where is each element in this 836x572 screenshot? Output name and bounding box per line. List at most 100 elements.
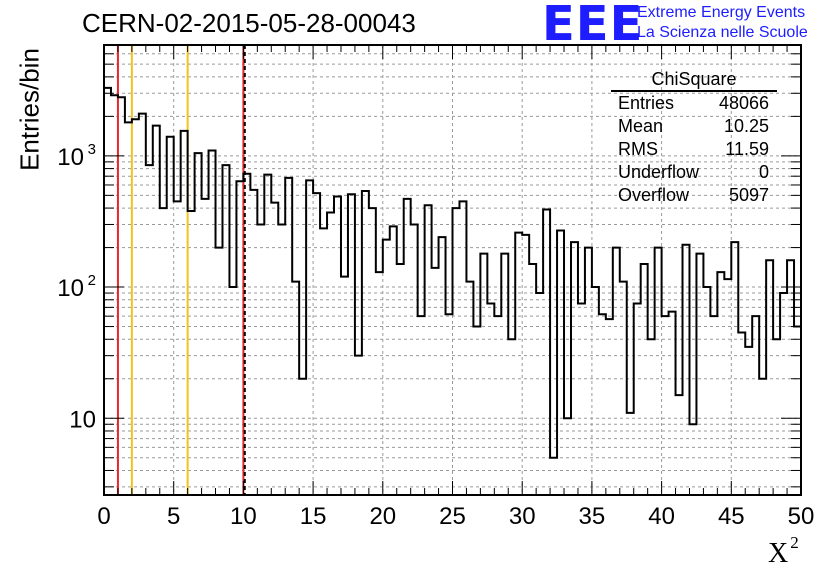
stats-row-overflow: Overflow 5097	[611, 184, 777, 207]
histogram-bin	[243, 174, 250, 495]
histogram-bin	[501, 254, 508, 495]
histogram-bin	[794, 327, 801, 495]
histogram-bin	[278, 224, 285, 495]
stats-value: 5097	[728, 185, 769, 205]
x-tick-label: 5	[167, 503, 180, 530]
histogram-bin	[132, 119, 139, 495]
histogram-bin	[724, 279, 731, 495]
histogram-bin	[167, 137, 174, 495]
histogram-bin	[292, 282, 299, 495]
histogram-bin	[306, 180, 313, 495]
x-axis-label-text: X	[768, 538, 789, 569]
histogram-bin	[216, 248, 223, 495]
histogram-bin	[752, 316, 759, 495]
histogram-bin	[717, 272, 724, 495]
histogram-bin	[425, 205, 432, 495]
x-tick-label: 0	[97, 503, 110, 530]
histogram-bin	[118, 97, 125, 495]
y-tick-label-exponent: 3	[88, 141, 96, 158]
histogram-bin	[689, 424, 696, 495]
histogram-bin	[578, 303, 585, 495]
grid-layer	[104, 44, 801, 495]
histogram-bin	[202, 199, 209, 495]
stats-value: 10.25	[723, 116, 769, 136]
histogram-bin	[209, 150, 216, 495]
stats-row-rms: RMS 11.59	[611, 138, 777, 161]
histogram-bin	[453, 208, 460, 495]
stats-title: ChiSquare	[611, 68, 777, 92]
histogram-bin	[188, 211, 195, 495]
histogram-bin	[195, 153, 202, 495]
histogram-bin	[285, 178, 292, 495]
stats-row-entries: Entries 48066	[611, 92, 777, 115]
stats-row-mean: Mean 10.25	[611, 115, 777, 138]
x-tick-label: 30	[509, 503, 536, 530]
histogram-bin	[348, 194, 355, 495]
stats-value: 0	[758, 162, 769, 182]
stats-box: ChiSquare Entries 48066 Mean 10.25 RMS 1…	[611, 68, 777, 207]
histogram-bin	[111, 95, 118, 495]
histogram-bin	[536, 293, 543, 495]
histogram-bin	[236, 181, 243, 495]
histogram-bin	[641, 264, 648, 495]
histogram-bin	[669, 312, 676, 495]
histogram-outline	[104, 86, 801, 459]
histogram-bin	[404, 199, 411, 495]
axis-ticks	[103, 44, 802, 495]
histogram-bin	[222, 165, 229, 495]
histogram-bin	[257, 224, 264, 495]
histogram-bin	[703, 287, 710, 495]
histogram-bin	[759, 379, 766, 495]
histogram-bin	[766, 260, 773, 495]
histogram-bin	[411, 224, 418, 495]
histogram-bin	[676, 395, 683, 495]
y-tick-label: 10	[57, 275, 84, 302]
histogram-bin	[710, 316, 717, 495]
histogram-bin	[655, 248, 662, 495]
histogram-bin	[550, 458, 557, 495]
y-tick-label: 10	[57, 144, 84, 171]
histogram-bin	[104, 88, 111, 495]
histogram-bin	[250, 190, 257, 495]
histogram-bin	[446, 314, 453, 495]
stats-value: 48066	[718, 93, 769, 113]
run-title: CERN-02-2015-05-28-00043	[82, 8, 416, 38]
histogram-bin	[139, 114, 146, 495]
histogram-bin	[383, 240, 390, 495]
histogram-bin	[620, 282, 627, 495]
histogram-bin	[773, 339, 780, 495]
histogram-bin	[174, 201, 181, 495]
logo-subtitle-1: Extreme Energy Events	[637, 4, 806, 21]
histogram-bin	[508, 339, 515, 495]
histogram-bin	[557, 230, 564, 495]
histogram-bin	[299, 379, 306, 495]
histogram-bin	[125, 122, 132, 495]
eee-logo: EEE	[542, 0, 644, 52]
histogram-bin	[515, 233, 522, 495]
histogram-layer	[104, 86, 801, 495]
histogram-bin	[473, 327, 480, 495]
x-tick-label: 10	[230, 503, 257, 530]
histogram-bin	[745, 347, 752, 495]
histogram-bin	[780, 293, 787, 495]
x-tick-label: 20	[369, 503, 396, 530]
stats-label: RMS	[618, 139, 658, 159]
x-tick-label: 50	[788, 503, 815, 530]
histogram-bin	[529, 264, 536, 495]
stats-label: Mean	[618, 116, 664, 136]
histogram-bin	[494, 316, 501, 495]
histogram-bin	[731, 242, 738, 495]
histogram-bin	[390, 226, 397, 495]
logo-subtitle-2: La Scienza nelle Scuole	[637, 24, 808, 41]
histogram-bin	[487, 303, 494, 495]
x-tick-label: 25	[439, 503, 466, 530]
histogram-bin	[264, 175, 271, 495]
stats-label: Overflow	[618, 185, 690, 205]
histogram-bin	[397, 264, 404, 495]
histogram-bin	[738, 333, 745, 495]
histogram-bin	[459, 201, 466, 495]
histogram-bin	[627, 413, 634, 495]
histogram-bin	[480, 254, 487, 495]
